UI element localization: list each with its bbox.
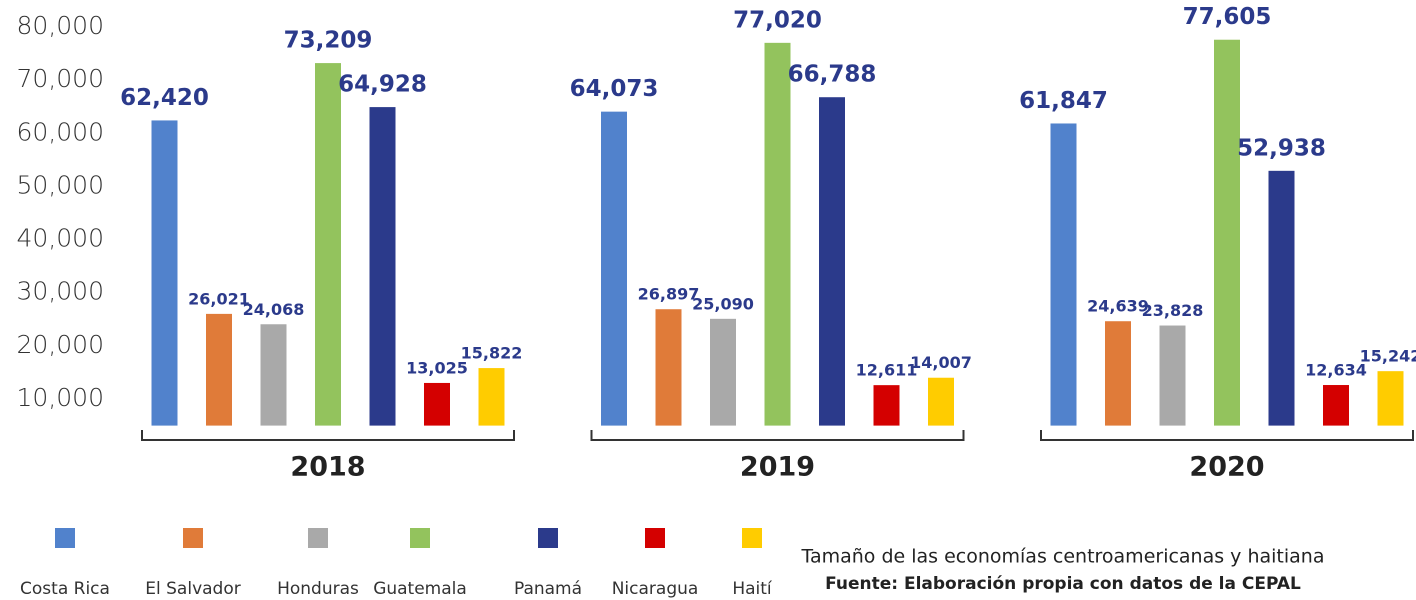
y-tick-label: 20,000 bbox=[17, 330, 104, 359]
legend-swatch bbox=[55, 528, 75, 548]
bar bbox=[424, 382, 450, 426]
value-label: 12,611 bbox=[856, 361, 918, 380]
value-label: 64,073 bbox=[570, 76, 659, 102]
bar bbox=[369, 107, 396, 426]
value-label: 15,822 bbox=[461, 344, 523, 363]
value-label: 12,634 bbox=[1305, 361, 1367, 380]
y-tick-label: 50,000 bbox=[17, 170, 104, 199]
bar bbox=[1214, 39, 1240, 426]
y-tick-label: 70,000 bbox=[17, 64, 104, 93]
legend-swatch bbox=[538, 528, 558, 548]
legend-swatch bbox=[742, 528, 762, 548]
bar bbox=[151, 120, 178, 426]
legend-label: Nicaragua bbox=[612, 579, 699, 599]
value-label: 66,788 bbox=[788, 62, 877, 88]
value-label: 14,007 bbox=[910, 353, 972, 372]
y-tick-label: 40,000 bbox=[17, 224, 104, 253]
legend-label: El Salvador bbox=[145, 579, 240, 599]
x-tick-label: 2018 bbox=[290, 452, 365, 483]
bar bbox=[206, 313, 232, 426]
value-label: 15,242 bbox=[1360, 347, 1416, 366]
bar bbox=[1050, 123, 1077, 426]
group-bracket bbox=[141, 430, 515, 441]
legend-label: Guatemala bbox=[373, 579, 467, 599]
y-tick-label: 30,000 bbox=[17, 277, 104, 306]
value-label: 23,828 bbox=[1142, 301, 1204, 320]
legend-label: Haití bbox=[732, 579, 773, 599]
bar bbox=[764, 42, 791, 426]
x-tick-label: 2019 bbox=[740, 452, 815, 483]
value-label: 77,020 bbox=[733, 7, 822, 33]
value-label: 52,938 bbox=[1237, 135, 1326, 161]
bar bbox=[601, 111, 627, 426]
legend-swatch bbox=[410, 528, 430, 548]
bar bbox=[1323, 385, 1349, 426]
value-label: 26,021 bbox=[188, 289, 250, 308]
bar bbox=[478, 368, 505, 426]
bar bbox=[1377, 371, 1404, 426]
value-label: 64,928 bbox=[338, 72, 427, 98]
bar bbox=[873, 385, 900, 426]
chart-title: Tamaño de las economías centroamericanas… bbox=[800, 546, 1324, 568]
value-label: 24,068 bbox=[243, 300, 305, 319]
value-label: 24,639 bbox=[1087, 297, 1149, 316]
bar bbox=[928, 377, 954, 426]
value-label: 25,090 bbox=[692, 294, 754, 313]
bar bbox=[710, 318, 736, 426]
legend-swatch bbox=[308, 528, 328, 548]
value-label: 13,025 bbox=[406, 358, 468, 377]
value-label: 26,897 bbox=[638, 285, 700, 304]
legend-swatch bbox=[183, 528, 203, 548]
value-label: 62,420 bbox=[120, 85, 209, 111]
legend-swatch bbox=[645, 528, 665, 548]
legend-label: Panamá bbox=[514, 579, 582, 599]
bar bbox=[1159, 325, 1186, 426]
bar bbox=[1268, 170, 1295, 426]
group-bracket bbox=[1040, 430, 1414, 441]
legend-label: Honduras bbox=[277, 579, 359, 599]
bar bbox=[315, 63, 341, 426]
chart-subtitle: Fuente: Elaboración propia con datos de … bbox=[825, 574, 1301, 594]
y-tick-label: 60,000 bbox=[17, 117, 104, 146]
bar bbox=[819, 97, 845, 426]
x-tick-label: 2020 bbox=[1189, 452, 1264, 483]
value-label: 61,847 bbox=[1019, 88, 1108, 114]
bar bbox=[260, 324, 287, 426]
bar bbox=[1105, 321, 1131, 426]
group-bracket bbox=[590, 430, 965, 441]
value-label: 77,605 bbox=[1183, 4, 1272, 30]
y-tick-label: 80,000 bbox=[17, 11, 104, 40]
y-tick-label: 10,000 bbox=[17, 383, 104, 412]
bar bbox=[655, 309, 682, 426]
value-label: 73,209 bbox=[284, 28, 373, 54]
legend-label: Costa Rica bbox=[20, 579, 110, 599]
